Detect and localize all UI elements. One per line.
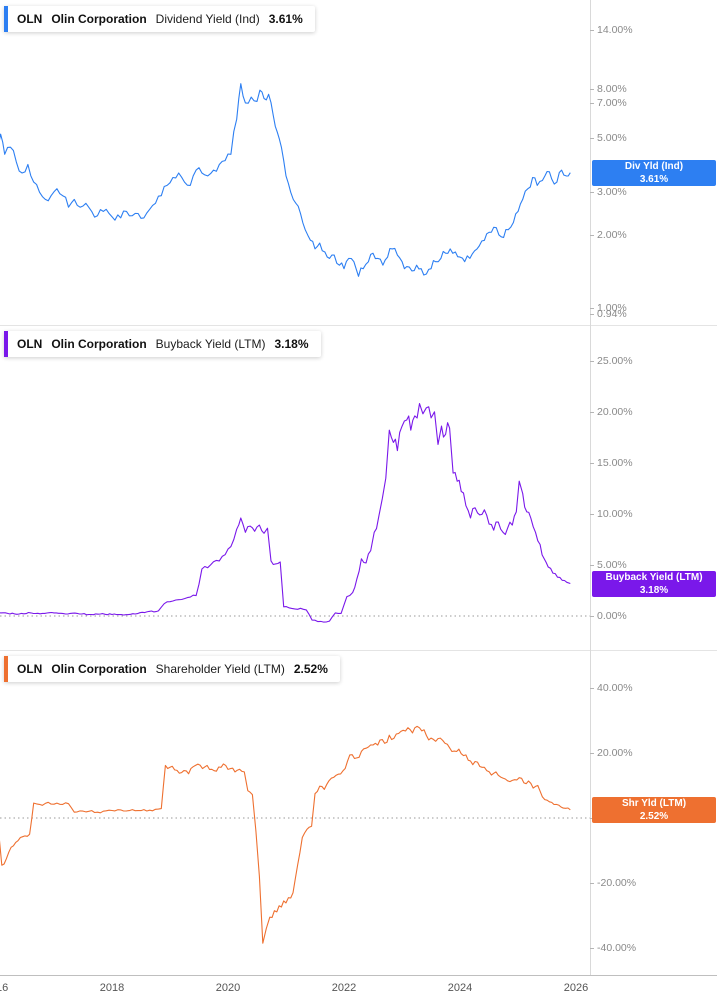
shareholder-yield-chart-canvas[interactable] [0, 650, 590, 975]
x-axis-year-label: 2024 [447, 982, 473, 994]
x-axis-year-label: 2018 [99, 982, 125, 994]
y-axis-tick-mark [590, 948, 594, 949]
y-axis-tick-label: 10.00% [597, 508, 633, 520]
legend-color-bar [4, 331, 8, 357]
y-axis-tick-label: 2.00% [597, 229, 627, 241]
x-axis-year-label: 2016 [0, 982, 9, 994]
legend-ticker: OLN [17, 12, 43, 26]
y-axis-tick-mark [590, 463, 594, 464]
legend-dividend-yield[interactable]: OLN Olin Corporation Dividend Yield (Ind… [4, 6, 315, 32]
y-axis-line [590, 0, 591, 975]
y-axis-tick-label: 0.94% [597, 308, 627, 320]
y-axis-tick-mark [590, 514, 594, 515]
legend-ticker: OLN [17, 337, 43, 351]
price-badge-dividend-yield: Div Yld (Ind) 3.61% [592, 160, 716, 186]
y-axis-tick-label: 15.00% [597, 457, 633, 469]
panel-divider [0, 650, 717, 651]
legend-value: 3.61% [268, 12, 303, 26]
price-badge-label: Div Yld (Ind) [624, 161, 684, 172]
legend-company: Olin Corporation [51, 12, 147, 26]
y-axis-tick-mark [590, 883, 594, 884]
y-axis-tick-label: 25.00% [597, 355, 633, 367]
price-badge-value: 2.52% [639, 811, 669, 822]
y-axis-tick-mark [590, 688, 594, 689]
y-axis-tick-mark [590, 103, 594, 104]
legend-company: Olin Corporation [51, 337, 147, 351]
legend-value: 3.18% [274, 337, 309, 351]
y-axis-tick-label: -40.00% [597, 942, 637, 954]
legend-company: Olin Corporation [51, 662, 147, 676]
x-axis-year-label: 2026 [563, 982, 589, 994]
y-axis-tick-mark [590, 412, 594, 413]
legend-value: 2.52% [293, 662, 328, 676]
y-axis-tick-mark [590, 361, 594, 362]
price-badge-buyback-yield: Buyback Yield (LTM) 3.18% [592, 571, 716, 597]
legend-ticker: OLN [17, 662, 43, 676]
y-axis-tick-mark [590, 308, 594, 309]
x-axis-year-label: 2022 [331, 982, 357, 994]
x-axis-line [0, 975, 717, 976]
y-axis-tick-label: 14.00% [597, 24, 633, 36]
legend-metric: Shareholder Yield (LTM) [155, 662, 285, 676]
y-axis-tick-mark [590, 89, 594, 90]
y-axis-tick-label: 20.00% [597, 406, 633, 418]
y-axis-tick-mark [590, 30, 594, 31]
y-axis-tick-label: 5.00% [597, 559, 627, 571]
y-axis-tick-mark [590, 192, 594, 193]
y-axis-tick-label: 1.00% [597, 302, 627, 314]
legend-metric: Buyback Yield (LTM) [155, 337, 266, 351]
price-badge-value: 3.18% [639, 585, 669, 596]
y-axis-tick-mark [590, 565, 594, 566]
y-axis-tick-label: 5.00% [597, 132, 627, 144]
price-badge-value: 3.61% [639, 174, 669, 185]
legend-shareholder-yield[interactable]: OLN Olin Corporation Shareholder Yield (… [4, 656, 340, 682]
y-axis-tick-mark [590, 753, 594, 754]
buyback-yield-chart-canvas[interactable] [0, 325, 590, 650]
legend-buyback-yield[interactable]: OLN Olin Corporation Buyback Yield (LTM)… [4, 331, 321, 357]
y-axis-tick-label: 40.00% [597, 682, 633, 694]
price-badge-label: Buyback Yield (LTM) [605, 572, 703, 583]
y-axis-tick-mark [590, 314, 594, 315]
panel-divider [0, 325, 717, 326]
legend-color-bar [4, 656, 8, 682]
price-badge-shareholder-yield: Shr Yld (LTM) 2.52% [592, 797, 716, 823]
dividend-yield-chart-canvas[interactable] [0, 0, 590, 325]
y-axis-tick-label: 3.00% [597, 186, 627, 198]
x-axis-year-label: 2020 [215, 982, 241, 994]
legend-color-bar [4, 6, 8, 32]
price-badge-label: Shr Yld (LTM) [621, 798, 687, 809]
y-axis-tick-label: 20.00% [597, 747, 633, 759]
y-axis-tick-label: 8.00% [597, 83, 627, 95]
legend-metric: Dividend Yield (Ind) [155, 12, 260, 26]
y-axis-tick-mark [590, 616, 594, 617]
y-axis-tick-label: 7.00% [597, 97, 627, 109]
y-axis-tick-mark [590, 138, 594, 139]
y-axis-tick-label: 0.00% [597, 610, 627, 622]
y-axis-tick-mark [590, 235, 594, 236]
y-axis-tick-label: -20.00% [597, 877, 637, 889]
